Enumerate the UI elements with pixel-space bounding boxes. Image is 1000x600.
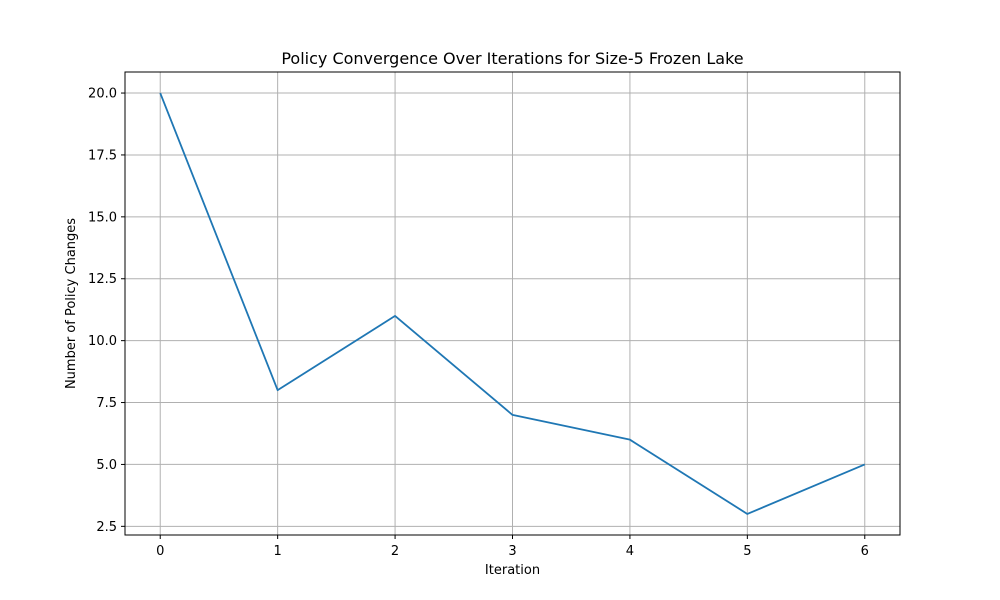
y-tick-label: 2.5 — [96, 520, 117, 535]
y-tick-label: 12.5 — [88, 272, 117, 287]
x-tick-label: 2 — [391, 544, 399, 559]
y-tick-label: 17.5 — [88, 148, 117, 163]
x-tick-label: 5 — [743, 544, 751, 559]
x-tick-label: 0 — [156, 544, 164, 559]
x-axis-title: Iteration — [485, 563, 540, 578]
y-tick-label: 7.5 — [96, 396, 117, 411]
x-tick-label: 1 — [274, 544, 282, 559]
series-line — [159, 92, 866, 515]
axis-ticks: 0 1 2 3 4 5 6 2.5 5.0 7.5 10.0 12.5 15.0 17.5 20.0 — [88, 87, 869, 559]
x-tick-label: 6 — [861, 544, 869, 559]
y-tick-label: 15.0 — [88, 210, 117, 225]
grid-lines — [125, 72, 900, 535]
y-tick-label: 10.0 — [88, 334, 117, 349]
y-tick-label: 5.0 — [96, 458, 117, 473]
chart-title: Policy Convergence Over Iterations for S… — [281, 49, 743, 68]
y-axis-title: Number of Policy Changes — [64, 218, 79, 389]
series-layer — [159, 92, 866, 515]
x-tick-label: 4 — [626, 544, 634, 559]
y-tick-label: 20.0 — [88, 87, 117, 102]
x-tick-label: 3 — [508, 544, 516, 559]
